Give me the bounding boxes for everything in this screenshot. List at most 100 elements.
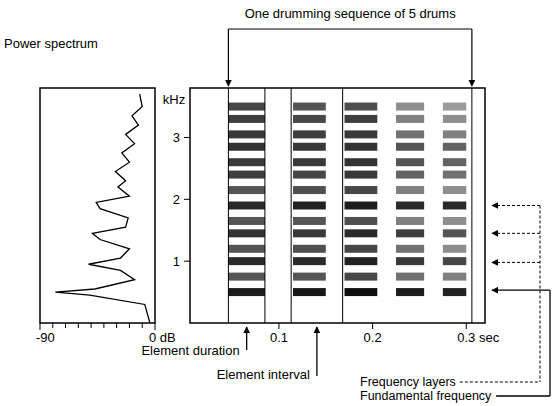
spectrogram-cell bbox=[443, 288, 466, 296]
spectrogram-cell bbox=[443, 202, 466, 210]
spectrogram-cell bbox=[293, 288, 326, 296]
spectrogram-cell bbox=[443, 115, 466, 123]
spectrogram-cell bbox=[345, 245, 378, 253]
spectrogram-cell bbox=[293, 143, 326, 151]
spectrogram-cell bbox=[228, 143, 265, 151]
spectrogram-cell bbox=[345, 273, 378, 281]
spectrogram-cell bbox=[293, 217, 326, 225]
spectrogram-cell bbox=[443, 257, 466, 265]
layer-arrow bbox=[492, 262, 540, 263]
layers-label: Frequency layers bbox=[360, 375, 456, 389]
spectrogram-cell bbox=[345, 229, 378, 237]
fundamental-leader bbox=[496, 395, 550, 396]
spectrum-line bbox=[55, 94, 150, 323]
spectrogram-cell bbox=[228, 229, 265, 237]
minor-tick bbox=[116, 323, 117, 328]
spectrogram-cell bbox=[228, 257, 265, 265]
spectrogram-cell bbox=[396, 143, 424, 151]
fundamental-leader bbox=[549, 290, 550, 396]
x-tick bbox=[372, 323, 373, 329]
spectrogram-cell bbox=[443, 217, 466, 225]
spectrogram-cell bbox=[345, 257, 378, 265]
interval-label: Element interval bbox=[217, 367, 310, 382]
spectrogram-cell bbox=[396, 158, 424, 166]
x-tick-label: -90 bbox=[36, 330, 55, 345]
spectrogram-cell bbox=[293, 202, 326, 210]
spectrogram-cell bbox=[396, 229, 424, 237]
y-tick bbox=[184, 137, 190, 138]
spectrogram-cell bbox=[443, 273, 466, 281]
spectrogram-cell bbox=[345, 103, 378, 111]
spectrogram-cell bbox=[345, 186, 378, 194]
element-marker-line bbox=[342, 88, 343, 323]
layers-leader bbox=[460, 382, 540, 383]
spectrogram-cell bbox=[396, 103, 424, 111]
spectrogram-cell bbox=[293, 229, 326, 237]
spectrogram-cell bbox=[443, 103, 466, 111]
spectrogram-cell bbox=[293, 158, 326, 166]
sequence-arrow bbox=[471, 29, 472, 86]
spectrogram-frame bbox=[190, 88, 485, 323]
spectrogram-cell bbox=[345, 202, 378, 210]
element-marker-line bbox=[264, 88, 265, 323]
x-tick bbox=[155, 323, 156, 330]
spectrogram-cell bbox=[443, 186, 466, 194]
spectrogram-cell bbox=[443, 171, 466, 179]
spectrogram-cell bbox=[443, 158, 466, 166]
minor-tick bbox=[52, 323, 53, 328]
spectrogram-cell bbox=[396, 217, 424, 225]
spectrogram-cell bbox=[396, 245, 424, 253]
fundamental-label: Fundamental frequency bbox=[360, 389, 492, 403]
spectrogram-cell bbox=[293, 103, 326, 111]
spectrogram-cell bbox=[396, 186, 424, 194]
spectrogram-cell bbox=[345, 217, 378, 225]
spectrogram-cell bbox=[396, 273, 424, 281]
spectrogram-cell bbox=[228, 245, 265, 253]
sequence-arrow bbox=[228, 29, 229, 86]
spectrogram-cell bbox=[293, 171, 326, 179]
spectrogram-cell bbox=[396, 257, 424, 265]
figure: Power spectrum-900 dB123kHz0.10.20.3 sec… bbox=[0, 0, 559, 406]
spectrogram-cell bbox=[345, 130, 378, 138]
spectrogram-cell bbox=[293, 130, 326, 138]
spectrogram-cell bbox=[396, 130, 424, 138]
y-tick-label: 1 bbox=[173, 254, 180, 269]
spectrogram-cell bbox=[228, 103, 265, 111]
spectrogram-cell bbox=[443, 229, 466, 237]
spectrogram-cell bbox=[443, 143, 466, 151]
duration-label: Element duration bbox=[141, 343, 239, 358]
spectrogram-cell bbox=[293, 186, 326, 194]
y-tick bbox=[184, 261, 190, 262]
layer-arrow bbox=[492, 233, 540, 234]
spectrogram-cell bbox=[345, 143, 378, 151]
spectrogram-cell bbox=[228, 158, 265, 166]
sequence-bracket bbox=[228, 28, 471, 29]
spectrogram-cell bbox=[228, 171, 265, 179]
element-marker-line bbox=[228, 88, 229, 323]
sequence-label: One drumming sequence of 5 drums bbox=[245, 6, 456, 21]
spectrogram-cell bbox=[345, 115, 378, 123]
spectrogram-cell bbox=[228, 202, 265, 210]
interval-arrow bbox=[316, 327, 317, 376]
spectrogram-cell bbox=[396, 202, 424, 210]
y-tick-label: 2 bbox=[173, 192, 180, 207]
panel-title: Power spectrum bbox=[4, 36, 98, 51]
minor-tick bbox=[103, 323, 104, 328]
spectrogram-cell bbox=[345, 288, 378, 296]
spectrogram-cell bbox=[228, 115, 265, 123]
y-axis-label: kHz bbox=[163, 92, 185, 107]
spectrogram-cell bbox=[293, 245, 326, 253]
spectrogram-cell bbox=[228, 288, 265, 296]
minor-tick bbox=[65, 323, 66, 328]
spectrogram-cell bbox=[293, 273, 326, 281]
spectrum-frame bbox=[40, 88, 155, 323]
spectrogram-cell bbox=[396, 171, 424, 179]
spectrogram-cell bbox=[228, 217, 265, 225]
spectrogram-cell bbox=[396, 115, 424, 123]
y-tick-label: 3 bbox=[173, 130, 180, 145]
spectrogram-plot bbox=[228, 88, 471, 323]
spectrogram-cell bbox=[293, 115, 326, 123]
minor-tick bbox=[78, 323, 79, 328]
spectrogram-cell bbox=[228, 186, 265, 194]
element-marker-line bbox=[471, 88, 472, 323]
